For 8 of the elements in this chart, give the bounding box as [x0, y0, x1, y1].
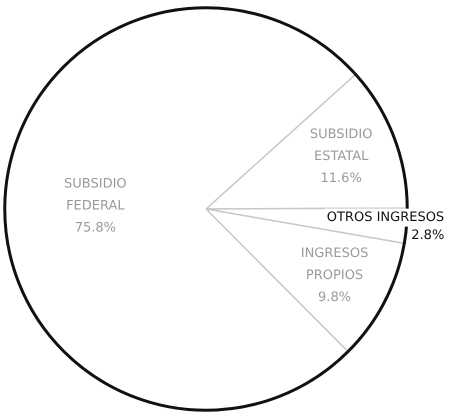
slice-label: OTROS INGRESOS — [326, 210, 444, 226]
data-label: 11.6% — [320, 171, 362, 186]
slice-label: SUBSIDIO ESTATAL — [310, 127, 372, 164]
data-label: 2.8% — [411, 228, 444, 244]
slice-label: INGRESOS PROPIOS — [300, 246, 368, 284]
data-label: 9.8% — [318, 290, 352, 306]
data-label: 75.8% — [74, 220, 116, 236]
slice-label: SUBSIDIO FEDERAL — [64, 176, 127, 214]
